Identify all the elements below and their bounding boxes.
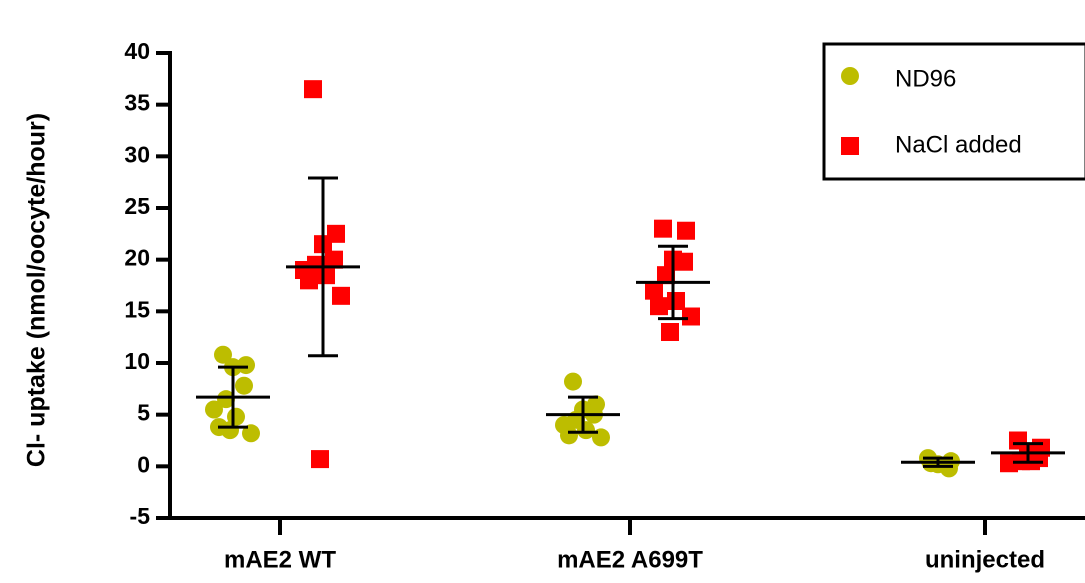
data-point <box>650 297 668 316</box>
legend-marker <box>841 67 859 85</box>
legend-label: ND96 <box>895 65 956 92</box>
data-point <box>242 424 260 443</box>
data-point <box>325 250 343 269</box>
legend-box <box>822 42 1085 181</box>
y-tick-label: 10 <box>124 348 150 374</box>
x-tick-label: mAE2 WT <box>224 546 336 573</box>
y-axis-label: Cl- uptake (nmol/oocyte/hour) <box>23 113 51 467</box>
data-point <box>677 221 695 240</box>
data-point <box>560 426 578 445</box>
data-point <box>654 219 672 238</box>
data-point <box>317 266 335 285</box>
data-point <box>682 307 700 326</box>
legend-label: NaCl added <box>895 131 1022 158</box>
data-point <box>667 292 685 310</box>
y-tick-label: 15 <box>124 296 150 322</box>
data-point <box>205 400 223 419</box>
data-point <box>311 450 329 469</box>
data-point <box>1000 454 1018 473</box>
data-point <box>675 252 693 271</box>
x-tick-label: mAE2 A699T <box>557 546 703 573</box>
y-tick-label: 0 <box>137 451 150 477</box>
y-tick-label: 5 <box>137 400 150 426</box>
y-tick-label: 40 <box>124 38 150 64</box>
y-tick-label: 20 <box>124 245 150 271</box>
data-point <box>235 376 253 395</box>
data-point <box>661 323 679 341</box>
data-point <box>221 421 239 440</box>
y-tick-label: -5 <box>130 503 151 529</box>
y-tick-label: 35 <box>124 90 150 116</box>
data-point <box>214 345 232 364</box>
legend-marker <box>841 137 859 155</box>
data-point <box>657 266 675 285</box>
x-tick-label: uninjected <box>925 546 1045 573</box>
data-point <box>332 286 350 305</box>
data-point <box>940 459 958 478</box>
data-point <box>564 372 582 391</box>
data-point <box>300 271 318 290</box>
data-point <box>217 390 235 409</box>
data-point <box>304 80 322 99</box>
y-tick-label: 30 <box>124 141 150 167</box>
data-point <box>645 281 663 300</box>
y-tick-label: 25 <box>124 193 150 219</box>
